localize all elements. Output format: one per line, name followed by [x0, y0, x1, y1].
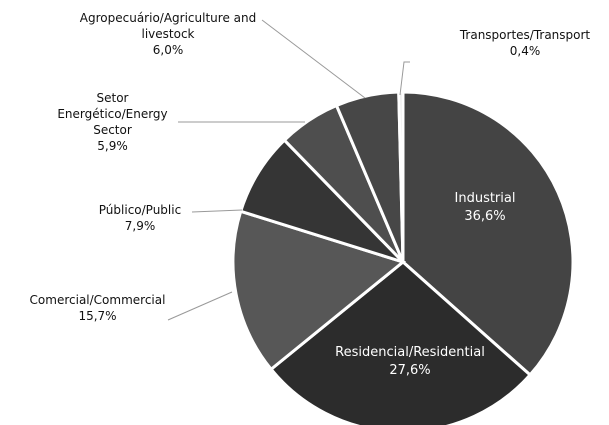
category-label: Agropecuário/Agriculture and livestock — [79, 11, 257, 41]
leader-line — [167, 291, 233, 321]
value-label: 5,9% — [97, 139, 128, 153]
value-label: 27,6% — [389, 363, 431, 378]
category-label: Público/Public — [98, 203, 182, 217]
category-label: Residencial/Residential — [335, 345, 485, 360]
slice-label: Agropecuário/Agriculture and livestock 6,… — [68, 10, 268, 58]
pie-slice — [397, 90, 405, 263]
leader-line — [399, 61, 410, 96]
value-label: 15,7% — [78, 309, 117, 323]
slice-label: Público/Public 7,9% — [75, 202, 205, 234]
value-label: 0,4% — [509, 44, 541, 58]
pie-slice — [268, 260, 533, 425]
slice-label: Comercial/Commercial 15,7% — [10, 292, 185, 324]
slice-label: Industrial 36,6% — [420, 190, 550, 226]
leader-line — [261, 19, 366, 99]
slice-label: Transportes/Transport 0,4% — [440, 27, 609, 59]
value-label: 6,0% — [152, 43, 184, 57]
value-label: 36,6% — [464, 209, 506, 224]
value-label: 7,9% — [124, 219, 156, 233]
pie-slice — [231, 209, 407, 372]
slice-label: Setor Energético/Energy Sector 5,9% — [45, 90, 180, 154]
category-label: Transportes/Transport — [459, 28, 591, 42]
category-label: Comercial/Commercial — [29, 293, 166, 307]
category-label: Industrial — [454, 191, 516, 206]
slice-label: Residencial/Residential 27,6% — [310, 344, 510, 380]
leader-line — [191, 209, 243, 213]
pie-slice — [401, 90, 575, 378]
category-label: Setor Energético/Energy Sector — [57, 91, 168, 137]
